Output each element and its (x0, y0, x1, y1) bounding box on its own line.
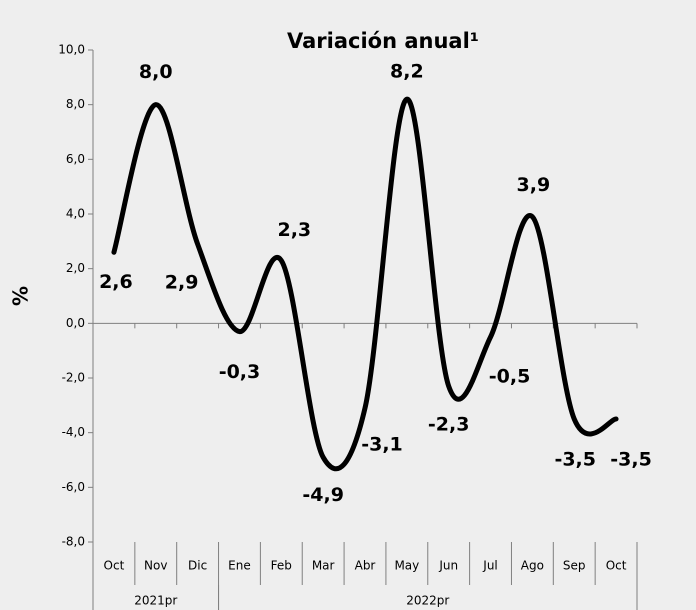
data-label: 8,2 (390, 61, 424, 83)
y-tick-label: -6,0 (62, 480, 85, 494)
data-label: -3,5 (554, 449, 596, 471)
x-tick-label: Ago (521, 559, 544, 573)
group-label: 2021pr (134, 594, 177, 608)
y-tick-label: 6,0 (66, 152, 85, 166)
x-tick-label: Jul (482, 559, 497, 573)
x-tick-label: Dic (188, 559, 207, 573)
data-label: -3,1 (361, 434, 403, 456)
x-tick-label: Oct (606, 559, 627, 573)
y-axis-label: % (9, 286, 33, 306)
x-tick-label: Feb (271, 559, 292, 573)
x-tick-label: Oct (104, 559, 125, 573)
y-tick-label: 8,0 (66, 97, 85, 111)
y-tick-label: 10,0 (58, 43, 85, 57)
group-label: 2022pr (406, 594, 449, 608)
data-label: -0,5 (489, 366, 531, 388)
chart-title: Variación anual¹ (287, 29, 479, 53)
x-tick-label: Abr (355, 559, 376, 573)
data-label: 8,0 (139, 61, 173, 83)
y-tick-label: 0,0 (66, 316, 85, 330)
data-label: 3,9 (517, 174, 551, 196)
x-tick-label: May (394, 559, 419, 573)
data-label: -2,3 (428, 414, 470, 436)
data-label: 2,6 (99, 271, 133, 293)
x-tick-label: Mar (312, 559, 335, 573)
data-label: -3,5 (610, 449, 652, 471)
x-tick-label: Jun (438, 559, 458, 573)
data-label: -0,3 (219, 361, 261, 383)
y-tick-label: -2,0 (62, 371, 85, 385)
y-tick-label: 2,0 (66, 261, 85, 275)
x-tick-label: Nov (144, 559, 167, 573)
data-label: 2,3 (277, 219, 311, 241)
data-label: 2,9 (165, 272, 199, 294)
y-tick-label: -4,0 (62, 425, 85, 439)
data-label: -4,9 (302, 484, 344, 506)
y-tick-label: 4,0 (66, 207, 85, 221)
y-tick-label: -8,0 (62, 535, 85, 549)
x-tick-label: Ene (228, 559, 251, 573)
x-tick-label: Sep (563, 559, 586, 573)
line-series (111, 96, 619, 472)
